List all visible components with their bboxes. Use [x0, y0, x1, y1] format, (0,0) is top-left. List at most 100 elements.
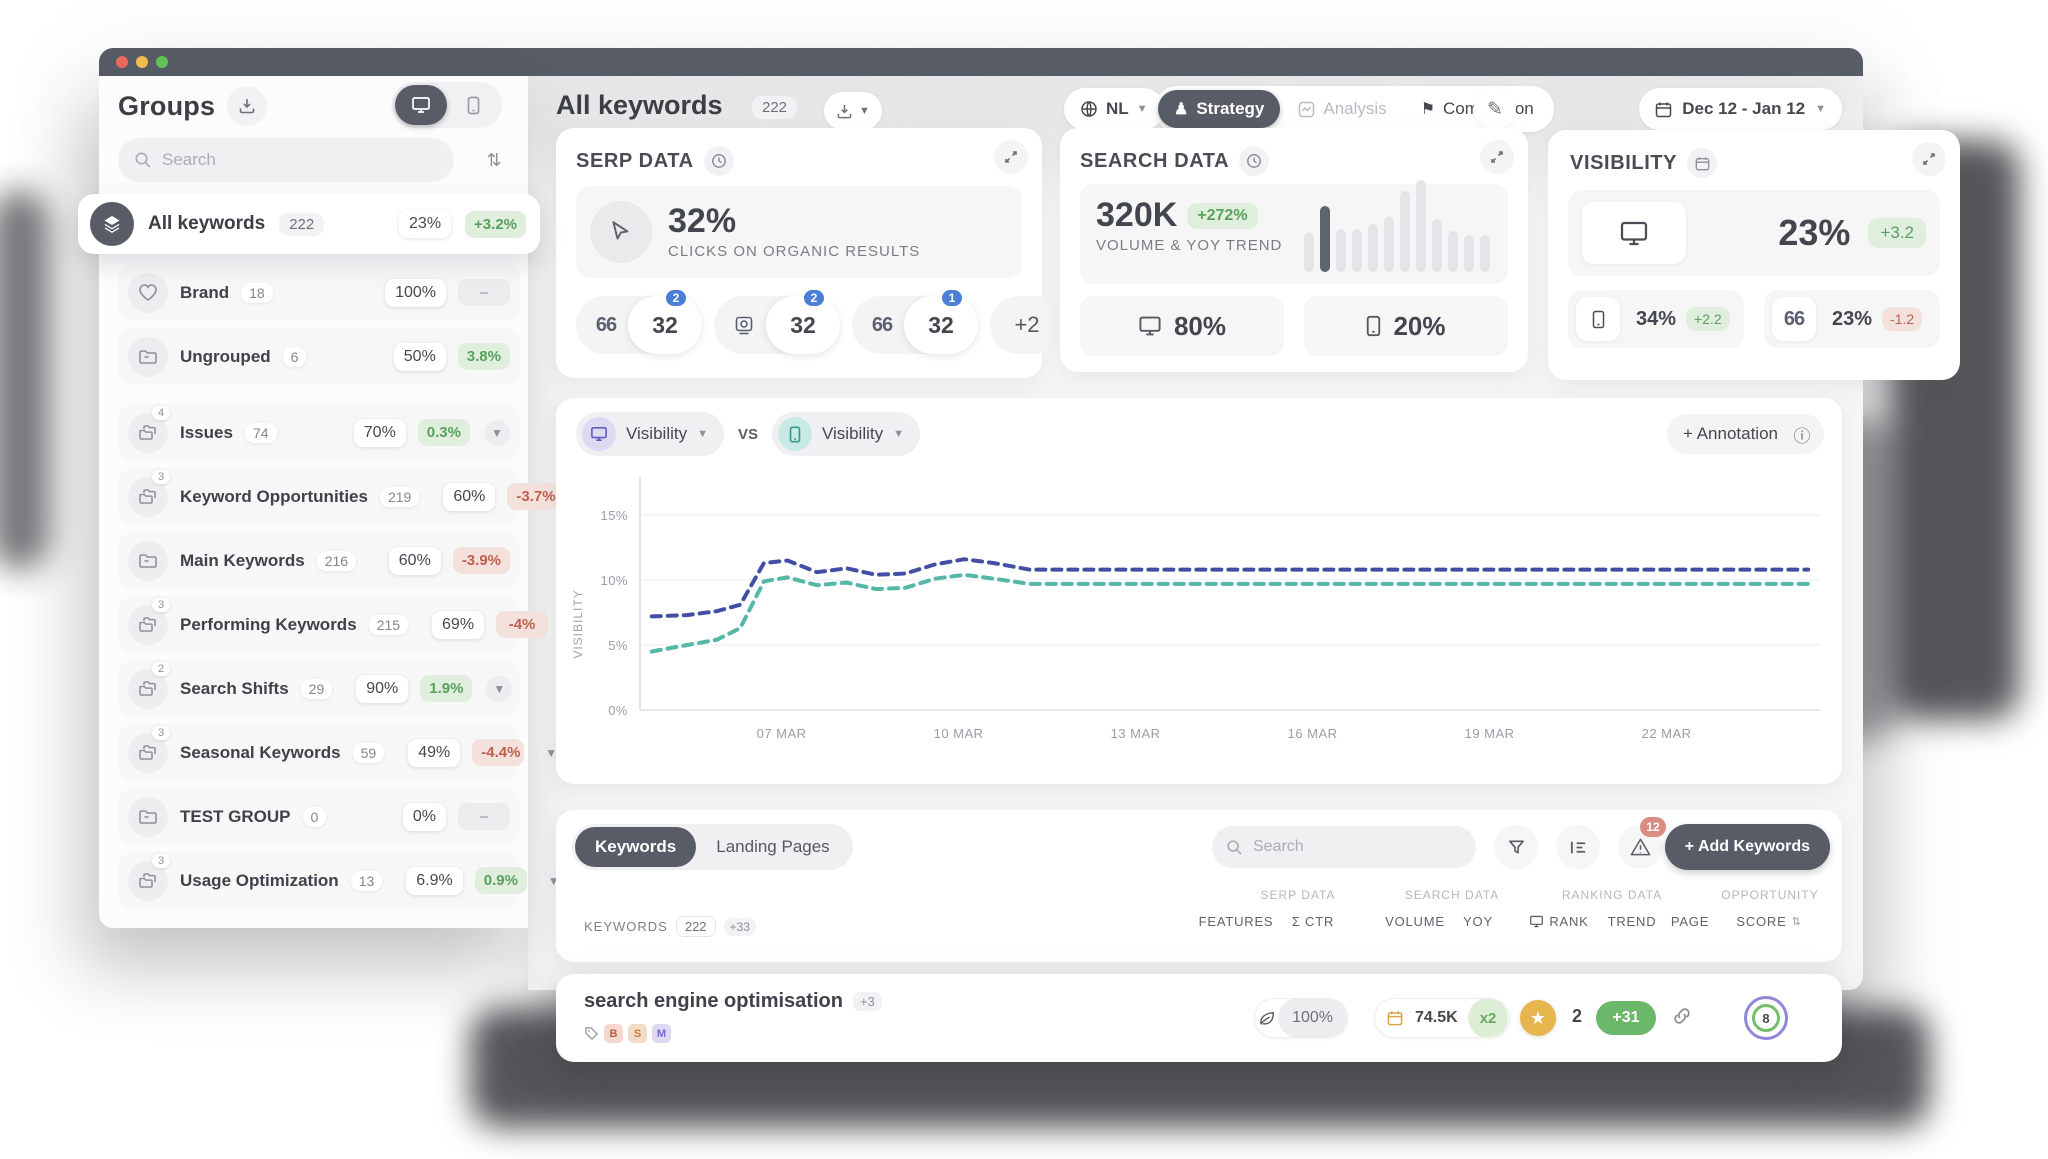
column-header-trend[interactable]: TREND	[1607, 914, 1657, 929]
quotes-icon: 66	[1772, 297, 1816, 341]
sidebar-search-input[interactable]	[162, 150, 402, 170]
sidebar-group-item-ungrouped[interactable]: Ungrouped 6 50% 3.8%	[118, 328, 520, 385]
alerts-button[interactable]: 12	[1618, 817, 1666, 869]
column-header-rank[interactable]: RANK	[1504, 914, 1614, 929]
serp-feature-pill-2[interactable]: 32 2	[714, 288, 840, 354]
sort-groups-button[interactable]: ⇅	[486, 149, 502, 170]
chevron-down-icon: ▼	[1815, 103, 1826, 115]
keywords-search[interactable]	[1212, 826, 1476, 868]
visibility-quotes-value: 23%	[1832, 307, 1873, 330]
locale-label: NL	[1106, 99, 1129, 118]
add-keywords-button[interactable]: + Add Keywords	[1664, 824, 1830, 870]
group-header-ranking: RANKING DATA	[1561, 888, 1663, 902]
visibility-card: VISIBILITY 23% +3.2 34% +2.2 66	[1548, 130, 1960, 380]
chevron-down-icon[interactable]: ▼	[484, 419, 510, 446]
group-value: 100%	[385, 278, 446, 307]
group-delta: 0.3%	[417, 419, 470, 446]
tab-landing-pages[interactable]: Landing Pages	[716, 837, 830, 856]
folder-icon	[128, 336, 168, 377]
quote-icon: 66	[871, 313, 893, 336]
sidebar-group-item-keyword-opportunities[interactable]: 3 Keyword Opportunities 219 60% -3.7% ▼	[118, 468, 600, 525]
star-icon: ★	[1529, 1007, 1547, 1028]
serp-feature-pill-3[interactable]: 66 32 1	[852, 288, 978, 354]
column-header-features[interactable]: FEATURES	[1198, 914, 1274, 929]
desktop-share-value: 80%	[1173, 310, 1227, 341]
group-count: 215	[368, 614, 409, 635]
metric-b-selector[interactable]: Visibility ▼	[772, 412, 920, 456]
svg-text:10%: 10%	[600, 573, 628, 588]
keywords-search-input[interactable]	[1253, 838, 1443, 856]
group-count: 6	[282, 346, 307, 367]
page-title: All keywords	[556, 90, 723, 120]
locale-selector[interactable]: NL ▼	[1064, 88, 1164, 130]
folder-icon	[128, 540, 168, 581]
group-count: 13	[350, 870, 383, 891]
svg-text:16 MAR: 16 MAR	[1288, 726, 1338, 741]
filter-button[interactable]	[1494, 825, 1538, 869]
column-header-volume[interactable]: VOLUME	[1385, 914, 1445, 929]
leaf-icon	[1255, 1009, 1278, 1027]
layers-icon	[90, 202, 134, 246]
sidebar-group-item-performing-keywords[interactable]: 3 Performing Keywords 215 69% -4% ▼	[118, 596, 589, 653]
expand-search-card-button[interactable]	[1480, 140, 1514, 174]
group-count: 59	[352, 742, 385, 763]
tab-strategy[interactable]: ♟ Strategy	[1158, 90, 1281, 128]
volume-trend-bars	[1304, 180, 1492, 272]
edit-button[interactable]: ✎	[1474, 88, 1516, 130]
desktop-icon	[1582, 202, 1686, 264]
serp-more-pill[interactable]: +2	[990, 296, 1064, 354]
group-delta: -4.4%	[472, 739, 525, 766]
add-annotation-button[interactable]: + Annotation ⓘ	[1666, 414, 1824, 454]
sidebar-group-item-test-group[interactable]: TEST GROUP 0 0% –	[118, 788, 520, 845]
date-range-selector[interactable]: Dec 12 - Jan 12 ▼	[1639, 88, 1842, 130]
globe-icon	[1081, 101, 1097, 117]
sidebar-group-item-search-shifts[interactable]: 2 Search Shifts 29 90% 1.9% ▼	[118, 660, 520, 717]
date-range-label: Dec 12 - Jan 12	[1682, 99, 1806, 118]
sidebar-group-item-brand[interactable]: Brand 18 100% –	[118, 264, 520, 321]
group-subcount-badge: 2	[152, 661, 171, 676]
tab-analysis[interactable]: Analysis	[1282, 90, 1402, 128]
metric-a-label: Visibility	[626, 424, 688, 443]
sidebar-group-item-seasonal-keywords[interactable]: 3 Seasonal Keywords 59 49% -4.4% ▼	[118, 724, 565, 781]
column-header-page[interactable]: PAGE	[1670, 914, 1710, 929]
columns-button[interactable]	[1556, 825, 1600, 869]
flag-icon: ⚑	[1420, 101, 1436, 118]
expand-serp-card-button[interactable]	[994, 140, 1028, 174]
zoom-window-button[interactable]	[156, 56, 168, 68]
sidebar-group-item-main-keywords[interactable]: Main Keywords 216 60% -3.9%	[118, 532, 520, 589]
sidebar-group-item-usage-optimization[interactable]: 3 Usage Optimization 13 6.9% 0.9% ▼	[118, 852, 567, 909]
sidebar-search[interactable]	[118, 138, 454, 182]
column-header-ctr[interactable]: Σ CTR	[1291, 914, 1335, 929]
device-toggle-desktop[interactable]	[395, 85, 447, 125]
chevron-down-icon: ▼	[697, 428, 708, 440]
export-keywords-button[interactable]: ▼	[824, 92, 882, 130]
column-header-yoy[interactable]: YOY	[1463, 914, 1493, 929]
metric-a-selector[interactable]: Visibility ▼	[576, 412, 724, 456]
close-window-button[interactable]	[116, 56, 128, 68]
group-label: TEST GROUP	[180, 806, 291, 826]
expand-visibility-card-button[interactable]	[1912, 142, 1946, 176]
device-toggle-mobile[interactable]	[447, 85, 499, 125]
clock-icon	[703, 146, 734, 176]
link-icon[interactable]	[1670, 1004, 1694, 1028]
minimize-window-button[interactable]	[136, 56, 148, 68]
info-icon: ⓘ	[1793, 426, 1811, 446]
device-toggle[interactable]	[392, 82, 502, 128]
export-groups-button[interactable]	[227, 86, 268, 126]
sidebar-group-item-issues[interactable]: 4 Issues 74 70% 0.3% ▼	[118, 404, 520, 461]
sidebar-item-all-keywords[interactable]: All keywords 222 23% +3.2%	[78, 194, 540, 254]
volume-bar	[1464, 235, 1474, 272]
cursor-icon	[590, 201, 652, 263]
group-delta: –	[458, 279, 510, 306]
tab-keywords[interactable]: Keywords	[575, 827, 697, 867]
volume-value: 74.5K	[1415, 1009, 1458, 1026]
funnel-icon	[1508, 840, 1524, 854]
folders-icon: 3	[128, 597, 171, 645]
chevron-down-icon[interactable]: ▼	[486, 675, 513, 702]
volume-bar	[1352, 229, 1362, 272]
folders-icon: 3	[128, 469, 171, 517]
column-header-score[interactable]: SCORE ⇅	[1736, 914, 1802, 929]
folders-icon: 3	[128, 725, 171, 773]
serp-feature-pill-1[interactable]: 66 32 2	[576, 288, 702, 354]
